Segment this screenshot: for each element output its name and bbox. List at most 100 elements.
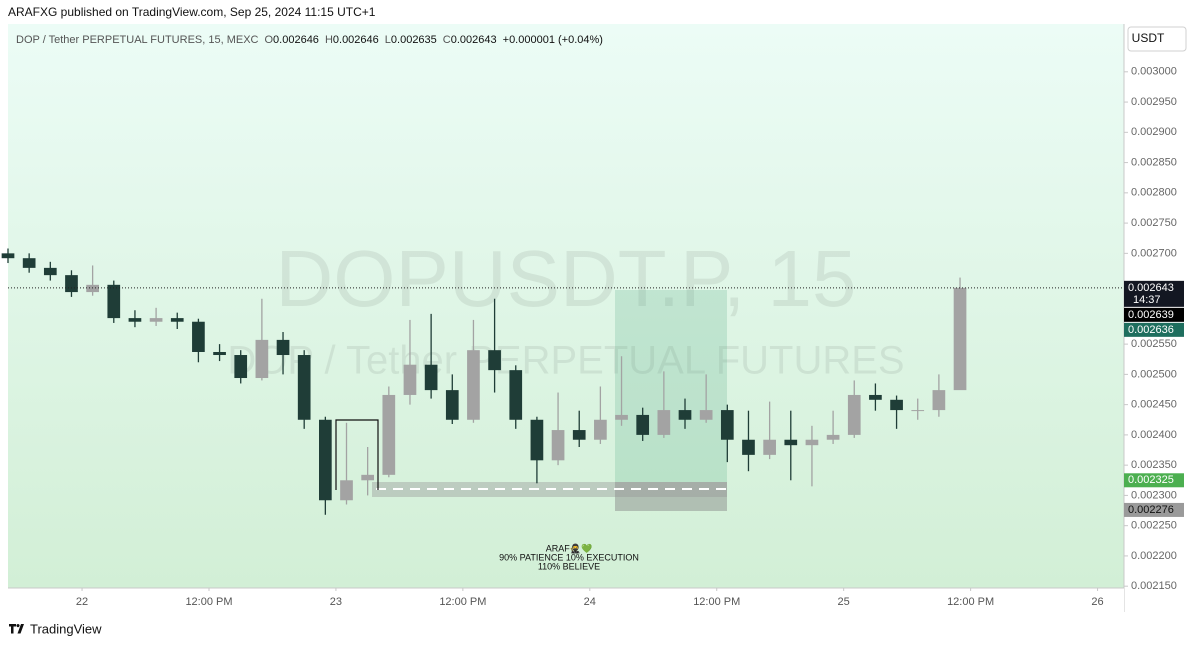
candle-body	[763, 439, 776, 455]
legend-key: O	[264, 34, 273, 46]
legend-value: 0.002646	[333, 34, 379, 46]
candle-body	[65, 275, 78, 293]
y-tick-label: 0.002750	[1131, 217, 1177, 229]
candle-body	[361, 474, 375, 481]
watermark: DOPUSDT.P, 15	[276, 234, 857, 323]
legend-key: C	[443, 34, 451, 46]
candle-body	[403, 364, 417, 395]
candle-body	[297, 355, 311, 420]
candle-body	[86, 284, 99, 293]
currency-button[interactable]	[1127, 26, 1187, 52]
candle-body	[742, 439, 755, 455]
drawn-box	[335, 419, 379, 490]
candle-body	[530, 419, 544, 461]
candle-body	[276, 339, 290, 356]
price-label-box	[1124, 322, 1184, 337]
candle-body	[572, 430, 586, 440]
candle-body	[318, 419, 332, 501]
legend-value: 0.002643	[451, 34, 497, 46]
x-tick-label: 25	[838, 596, 850, 608]
x-tick-label: 12:00 PM	[693, 596, 740, 608]
candle-body	[192, 321, 205, 352]
price-label: 0.002643	[1128, 282, 1174, 294]
candle-body	[805, 439, 819, 446]
candle-body	[890, 399, 903, 411]
y-tick-label: 0.002400	[1131, 429, 1177, 441]
y-tick-label: 0.002150	[1131, 580, 1177, 592]
candle-body	[699, 410, 713, 420]
candle-body	[509, 370, 523, 420]
price-label: 0.002639	[1128, 309, 1174, 321]
x-tick-label: 12:00 PM	[947, 596, 994, 608]
y-tick-label: 0.002500	[1131, 368, 1177, 380]
candle-body	[445, 390, 459, 420]
y-tick-label: 0.002900	[1131, 126, 1177, 138]
candle-body	[382, 394, 396, 475]
candle-body	[43, 267, 57, 276]
candle-body	[551, 430, 565, 461]
candle-body	[340, 480, 353, 501]
price-label: 0.002276	[1128, 504, 1174, 516]
y-tick-label: 0.002700	[1131, 247, 1177, 259]
price-label-box	[1124, 502, 1184, 517]
candle-body	[615, 414, 628, 420]
annotation: 110% BELIEVE	[538, 561, 600, 571]
y-tick-label: 0.002250	[1131, 520, 1177, 532]
y-tick-label: 0.002450	[1131, 399, 1177, 411]
countdown: 14:37	[1133, 294, 1161, 306]
candle-body	[488, 350, 501, 371]
price-label-box	[1124, 307, 1184, 322]
x-tick-label: 24	[584, 596, 596, 608]
stop-zone	[615, 482, 727, 511]
y-tick-label: 0.002300	[1131, 489, 1177, 501]
y-tick-label: 0.002350	[1131, 459, 1177, 471]
price-label-box	[1124, 473, 1184, 488]
x-tick-label: 22	[76, 596, 88, 608]
price-label-box	[1124, 280, 1184, 307]
candle-body	[953, 287, 967, 391]
y-tick-label: 0.002850	[1131, 156, 1177, 168]
candle-body	[467, 350, 480, 420]
annotation: 90% PATIENCE 10% EXECUTION	[499, 552, 639, 562]
candle-body	[213, 351, 226, 356]
candle-body	[170, 318, 184, 322]
ohlc-legend: DOP / Tether PERPETUAL FUTURES, 15, MEXC…	[16, 34, 603, 46]
candle-body	[657, 410, 671, 435]
legend-change: +0.000001 (+0.04%)	[503, 34, 603, 46]
y-tick-label: 0.002800	[1131, 187, 1177, 199]
target-zone	[615, 290, 727, 482]
price-label: 0.002636	[1128, 324, 1174, 336]
legend-key: H	[325, 34, 333, 46]
legend-value: 0.002646	[273, 34, 319, 46]
footer-brand: TradingView	[30, 621, 102, 636]
candle-body	[424, 364, 438, 391]
currency-label[interactable]: USDT	[1132, 31, 1165, 45]
x-tick-label: 12:00 PM	[185, 596, 232, 608]
candle-body	[636, 414, 650, 435]
candle-body	[128, 318, 142, 322]
candle-body	[1, 253, 15, 259]
legend-key: L	[385, 34, 391, 46]
candle-body	[594, 419, 607, 440]
plot-area	[8, 24, 1124, 588]
candle-body	[847, 394, 861, 435]
legend-title: DOP / Tether PERPETUAL FUTURES, 15, MEXC	[16, 34, 259, 46]
watermark-group: DOPUSDT.P, 15 DOP / Tether PERPETUAL FUT…	[227, 234, 904, 382]
x-tick-label: 12:00 PM	[439, 596, 486, 608]
annotation: ARAF🥷💚	[546, 542, 593, 553]
candle-body	[826, 434, 840, 440]
tv-logo	[9, 624, 24, 634]
candle-body	[107, 284, 121, 319]
candle-body	[869, 394, 882, 400]
candle-body	[678, 410, 692, 420]
legend-value: 0.002635	[391, 34, 437, 46]
candle-body	[234, 355, 248, 379]
candle-body	[932, 390, 946, 411]
candle-body	[911, 410, 925, 412]
y-tick-label: 0.003000	[1131, 66, 1177, 78]
candle-body	[784, 439, 798, 446]
candle-body	[720, 410, 734, 440]
y-tick-label: 0.002550	[1131, 338, 1177, 350]
